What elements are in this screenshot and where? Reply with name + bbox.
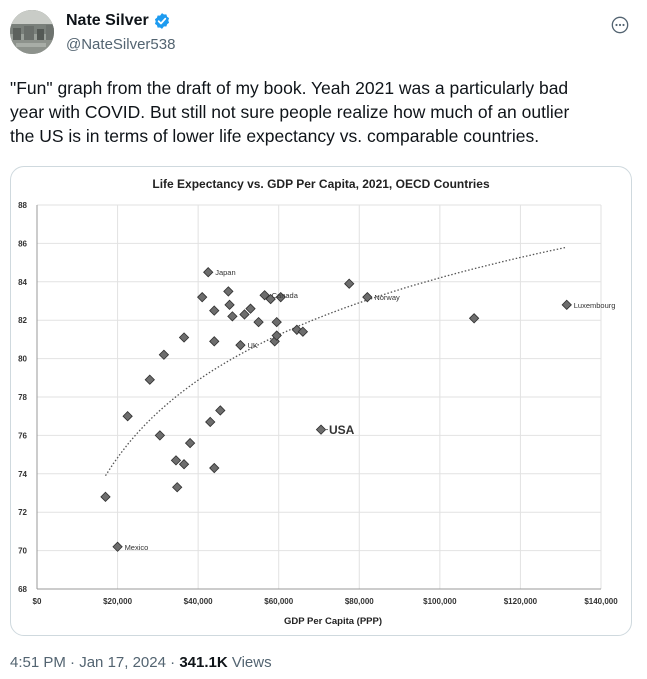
data-point [184, 437, 196, 449]
data-point [172, 482, 183, 493]
data-point [209, 305, 220, 316]
x-axis-label: GDP Per Capita (PPP) [284, 616, 382, 627]
data-point [275, 291, 286, 303]
point-label: Canada [272, 291, 299, 300]
author-name[interactable]: Nate Silver [66, 12, 149, 29]
data-point [178, 332, 190, 343]
data-point [122, 411, 133, 422]
separator: · [165, 654, 180, 671]
data-point [315, 424, 327, 435]
y-tick-label: 88 [18, 201, 27, 210]
data-point [239, 309, 250, 320]
chart-title: Life Expectancy vs. GDP Per Capita, 2021… [152, 177, 490, 191]
y-tick-label: 76 [18, 431, 27, 440]
tweet-text-line: "Fun" graph from the draft of my book. Y… [10, 78, 569, 98]
point-label: Norway [374, 293, 400, 302]
author-handle[interactable]: @NateSilver538 [66, 36, 176, 53]
data-point [170, 455, 182, 466]
data-point [224, 299, 235, 311]
more-options-icon[interactable] [609, 14, 631, 36]
data-point [235, 339, 246, 351]
y-tick-label: 72 [18, 508, 27, 517]
data-point [271, 330, 282, 341]
data-point [215, 405, 226, 416]
avatar[interactable] [10, 10, 54, 54]
trendline [104, 246, 567, 477]
data-point [205, 416, 216, 428]
scatter-chart: Life Expectancy vs. GDP Per Capita, 2021… [18, 177, 618, 627]
data-point [344, 278, 355, 289]
data-point [259, 290, 270, 301]
x-tick-label: $40,000 [184, 597, 213, 606]
views-count: 341.1K [179, 654, 228, 671]
x-tick-label: $140,000 [584, 597, 618, 606]
data-point [468, 313, 480, 324]
tweet-text: "Fun" graph from the draft of my book. Y… [10, 76, 635, 148]
data-point [561, 299, 572, 311]
point-label: UK [247, 341, 257, 350]
x-tick-label: $100,000 [423, 597, 457, 606]
data-point [197, 291, 208, 303]
data-point [291, 324, 303, 335]
x-tick-label: $60,000 [264, 597, 293, 606]
tweet-media-chart[interactable]: Life Expectancy vs. GDP Per Capita, 2021… [10, 166, 632, 636]
data-point [265, 293, 276, 305]
data-point [154, 430, 166, 441]
x-tick-label: $120,000 [504, 597, 538, 606]
data-point [209, 462, 220, 474]
data-point [178, 459, 190, 470]
verified-badge-icon [153, 12, 171, 30]
point-label: Mexico [125, 543, 149, 552]
data-point [112, 541, 123, 552]
y-tick-label: 74 [18, 470, 27, 479]
tweet-text-line: the US is in terms of lower life expecta… [10, 126, 540, 146]
tweet-time[interactable]: 4:51 PM [10, 654, 66, 671]
tweet-text-line: year with COVID. But still not sure peop… [10, 102, 570, 122]
data-point [100, 491, 111, 503]
separator: · [65, 654, 80, 671]
data-point [269, 336, 280, 347]
y-tick-label: 82 [18, 316, 27, 325]
tweet-date[interactable]: Jan 17, 2024 [79, 654, 166, 671]
data-point [203, 267, 214, 278]
avatar-image [10, 10, 54, 54]
author-name-row: Nate Silver [66, 12, 171, 30]
y-tick-label: 70 [18, 547, 27, 556]
data-point [158, 349, 170, 360]
data-point [245, 303, 256, 314]
x-tick-label: $80,000 [345, 597, 374, 606]
data-point [223, 286, 234, 297]
x-tick-label: $0 [33, 597, 42, 606]
point-label: USA [329, 423, 355, 437]
data-point [209, 336, 220, 347]
x-tick-label: $20,000 [103, 597, 132, 606]
y-tick-label: 84 [18, 278, 27, 287]
data-point [362, 291, 373, 303]
data-point [297, 326, 309, 337]
views-label: Views [227, 654, 272, 671]
data-point [227, 311, 238, 322]
y-tick-label: 80 [18, 355, 27, 364]
data-point [271, 316, 282, 328]
point-label: Japan [215, 268, 235, 277]
y-tick-label: 86 [18, 239, 27, 248]
y-tick-label: 78 [18, 393, 27, 402]
data-point [144, 374, 155, 385]
data-point [253, 316, 264, 328]
point-label: Luxembourg [574, 301, 616, 310]
tweet-meta: 4:51 PM · Jan 17, 2024 · 341.1K Views [10, 654, 272, 671]
y-tick-label: 68 [18, 585, 27, 594]
